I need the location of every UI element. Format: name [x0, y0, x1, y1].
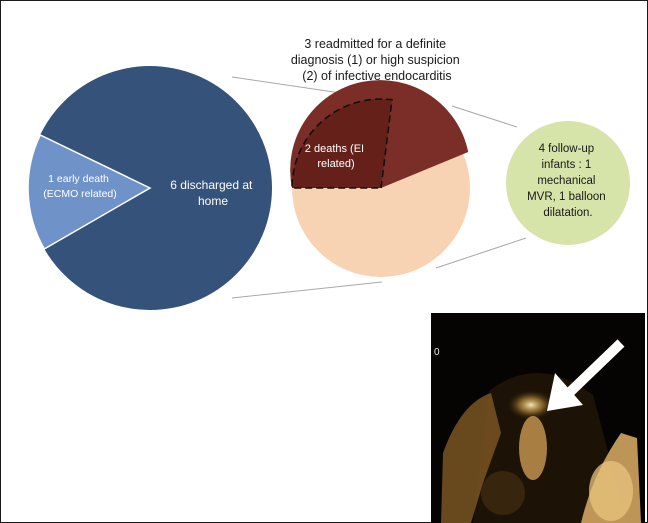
early-death-label-line2: (ECMO related): [43, 188, 117, 200]
echo-bright-structure: [505, 389, 557, 421]
discharged-label-line1: 6 discharged at: [170, 178, 253, 192]
readmitted-title-line1: 3 readmitted for a definite: [304, 37, 446, 51]
ei-deaths-label-line1: 2 deaths (EI: [305, 143, 364, 155]
connector-line-upper-right: [451, 105, 518, 128]
connector-line-lower-right: [435, 237, 527, 269]
ei-deaths-label-line2: related): [317, 158, 354, 170]
svg-text:3 readmitted for a definite: 3 readmitted for a definite diagnosis (1…: [291, 37, 463, 83]
pie-slice-ei-deaths: [291, 98, 393, 189]
main-outcome-pie: [27, 66, 272, 310]
svg-text:6 discharged at home: 6 discharged at home: [170, 178, 255, 208]
followup-line3: mechanical: [537, 175, 595, 187]
white-arrow-icon: [547, 339, 625, 411]
discharged-label-line2: home: [198, 194, 228, 208]
followup-line5: dilatation.: [543, 207, 592, 219]
svg-text:1 early death (ECMO relate: 1 early death (ECMO related): [43, 173, 117, 200]
followup-line2: infants : 1: [541, 159, 591, 171]
svg-text:2 deaths (EI related): 2 deaths (EI related): [305, 143, 367, 170]
early-death-label-line1: 1 early death: [48, 173, 109, 185]
echo-valve-leaflet: [519, 416, 547, 480]
echo-wall-band: [589, 461, 633, 521]
followup-circle: [506, 121, 630, 245]
followup-line4: MVR, 1 balloon: [527, 191, 606, 203]
readmitted-title-line2: diagnosis (1) or high suspicion: [291, 53, 460, 67]
connector-line-lower-left: [231, 281, 383, 299]
readmitted-title-line3: (2) of infective endocarditis: [302, 69, 451, 83]
echo-scan: 0: [434, 339, 641, 523]
echo-depth-marker: 0: [434, 347, 440, 358]
readmitted-pie: [290, 80, 470, 277]
pie-slice-early-death: [27, 133, 152, 251]
followup-line1: 4 follow-up: [539, 143, 595, 155]
echocardiography-image: 0: [431, 313, 645, 523]
svg-text:4 follow-up infants : 1: 4 follow-up infants : 1 mechanical MVR, …: [527, 143, 609, 219]
echo-lower-structure: [481, 471, 525, 515]
echo-tissue-left: [441, 393, 501, 523]
